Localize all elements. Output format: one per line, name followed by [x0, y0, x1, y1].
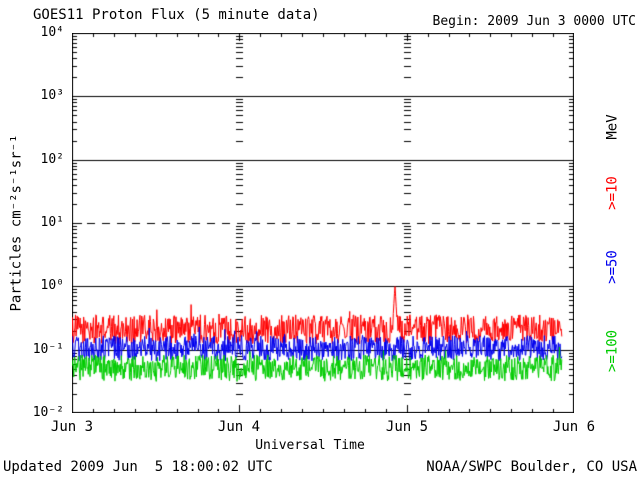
- y-tick-label-1e3: 10³: [40, 88, 64, 103]
- x-axis-label: Universal Time: [255, 438, 365, 453]
- y-tick-label-1e1: 10¹: [40, 215, 64, 230]
- updated-timestamp: Updated 2009 Jun 5 18:00:02 UTC: [3, 459, 273, 475]
- x-tick-label-jun4: Jun 4: [217, 419, 261, 435]
- x-tick-label-jun3: Jun 3: [50, 419, 94, 435]
- proton-flux-plot: [72, 33, 574, 413]
- begin-time-label: Begin: 2009 Jun 3 0000 UTC: [432, 14, 637, 29]
- chart-title: GOES11 Proton Flux (5 minute data): [33, 7, 320, 23]
- unit-label-mev: MeV: [604, 114, 621, 140]
- legend-ge100-mev: >=100: [604, 329, 621, 373]
- y-tick-label-1e0: 10⁰: [40, 278, 64, 293]
- x-tick-label-jun5: Jun 5: [385, 419, 429, 435]
- organization-label: NOAA/SWPC Boulder, CO USA: [426, 459, 637, 475]
- legend-ge50-mev: >=50: [604, 250, 621, 284]
- y-tick-label-1e-2: 10⁻²: [32, 405, 64, 420]
- y-tick-label-1e-1: 10⁻¹: [32, 342, 64, 357]
- y-tick-label-1e2: 10²: [40, 152, 64, 167]
- x-tick-label-jun6: Jun 6: [552, 419, 596, 435]
- legend-ge10-mev: >=10: [604, 176, 621, 210]
- y-tick-label-1e4: 10⁴: [40, 25, 64, 40]
